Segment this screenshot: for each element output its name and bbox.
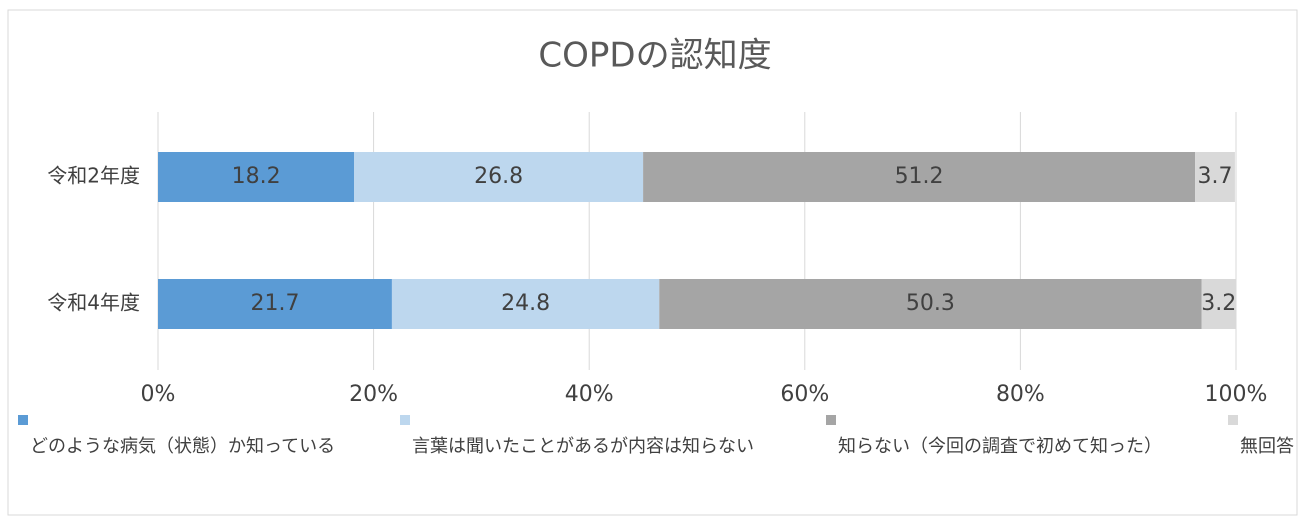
x-tick-label: 40%	[565, 382, 614, 407]
data-label: 18.2	[232, 164, 281, 189]
legend-swatch	[400, 415, 410, 425]
legend-swatch	[826, 415, 836, 425]
y-tick-label: 令和4年度	[47, 291, 140, 315]
x-tick-label: 0%	[141, 382, 176, 407]
legend-label: どのような病気（状態）か知っている	[30, 436, 335, 457]
chart-title: COPDの認知度	[538, 36, 771, 76]
bar-segment	[158, 279, 392, 329]
bar-segment	[158, 152, 355, 202]
legend-swatch	[18, 415, 28, 425]
bar-segment	[1201, 279, 1236, 329]
x-tick-label: 20%	[349, 382, 398, 407]
data-label: 26.8	[474, 164, 523, 189]
data-label: 21.7	[250, 291, 299, 316]
legend-label: 言葉は聞いたことがあるが内容は知らない	[412, 436, 754, 457]
bar-segment	[391, 279, 660, 329]
bar-segment	[643, 152, 1196, 202]
x-tick-label: 100%	[1205, 382, 1268, 407]
bar-segment	[659, 279, 1202, 329]
legend-label: 無回答	[1240, 436, 1294, 457]
data-label: 3.2	[1201, 291, 1236, 316]
legend-label: 知らない（今回の調査で初めて知った）	[838, 436, 1162, 457]
bar-segment	[354, 152, 644, 202]
chart-border	[7, 9, 1298, 516]
bar-segment	[1195, 152, 1235, 202]
data-label: 3.7	[1197, 164, 1232, 189]
data-label: 51.2	[895, 164, 944, 189]
data-label: 24.8	[501, 291, 550, 316]
y-tick-label: 令和2年度	[47, 164, 140, 188]
legend-swatch	[1228, 415, 1238, 425]
x-tick-label: 60%	[780, 382, 829, 407]
data-label: 50.3	[906, 291, 955, 316]
x-tick-label: 80%	[996, 382, 1045, 407]
